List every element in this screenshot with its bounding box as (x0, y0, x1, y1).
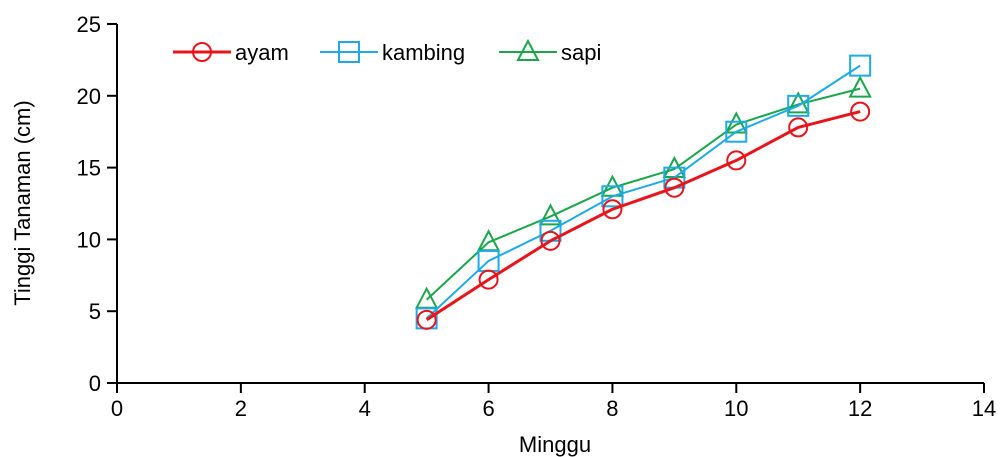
data-point-sapi (848, 75, 872, 98)
series-kambing (415, 54, 872, 330)
axes: 0 2 4 6 8 10 12 14 0 5 10 15 20 25 (77, 12, 997, 421)
data-point-ayam (540, 230, 561, 251)
data-point-sapi (414, 286, 439, 309)
x-tick-label: 6 (482, 396, 494, 421)
legend-item-sapi: sapi (499, 38, 601, 65)
y-tick-label: 0 (89, 371, 101, 396)
data-point-ayam (726, 150, 747, 171)
y-axis-title: Tinggi Tanaman (cm) (10, 100, 35, 305)
series-ayam (416, 101, 871, 330)
y-tick-label: 25 (77, 12, 101, 37)
legend-marker-circle (192, 42, 212, 62)
data-point-kambing (601, 185, 624, 208)
data-point-ayam (788, 117, 809, 138)
legend-label: kambing (382, 40, 465, 65)
series-sapi (414, 75, 872, 309)
legend-label: sapi (561, 40, 601, 65)
y-tick-label: 5 (89, 299, 101, 324)
data-point-ayam (602, 199, 623, 220)
y-tick-label: 15 (77, 156, 101, 181)
legend-item-kambing: kambing (320, 40, 465, 65)
series-line-kambing (425, 64, 861, 320)
x-tick-label: 2 (235, 396, 247, 421)
series-layer (414, 54, 872, 330)
legend-item-ayam: ayam (173, 40, 289, 65)
series-line-sapi (425, 87, 861, 301)
data-point-sapi (538, 203, 563, 226)
y-tick-label: 10 (77, 227, 101, 252)
data-point-ayam (664, 177, 685, 198)
x-tick-label: 4 (359, 396, 371, 421)
x-tick-label: 10 (724, 396, 748, 421)
series-line-ayam (425, 110, 861, 322)
legend-marker-square (338, 41, 360, 63)
data-point-kambing (787, 94, 810, 117)
legend-label: ayam (235, 40, 289, 65)
data-point-kambing (725, 120, 748, 143)
x-tick-label: 14 (972, 396, 996, 421)
y-ticks: 0 5 10 15 20 25 (77, 12, 117, 396)
x-tick-label: 0 (111, 396, 123, 421)
x-ticks: 0 2 4 6 8 10 12 14 (111, 383, 996, 421)
legend: ayam kambing sapi (173, 38, 601, 65)
x-axis-title: Minggu (519, 432, 591, 457)
legend-marker-triangle (516, 38, 540, 61)
data-point-ayam (478, 269, 499, 290)
x-tick-label: 12 (848, 396, 872, 421)
data-point-ayam (850, 101, 871, 122)
data-point-kambing (849, 54, 872, 77)
data-point-ayam (416, 309, 437, 330)
y-tick-label: 20 (77, 84, 101, 109)
x-tick-label: 8 (606, 396, 618, 421)
